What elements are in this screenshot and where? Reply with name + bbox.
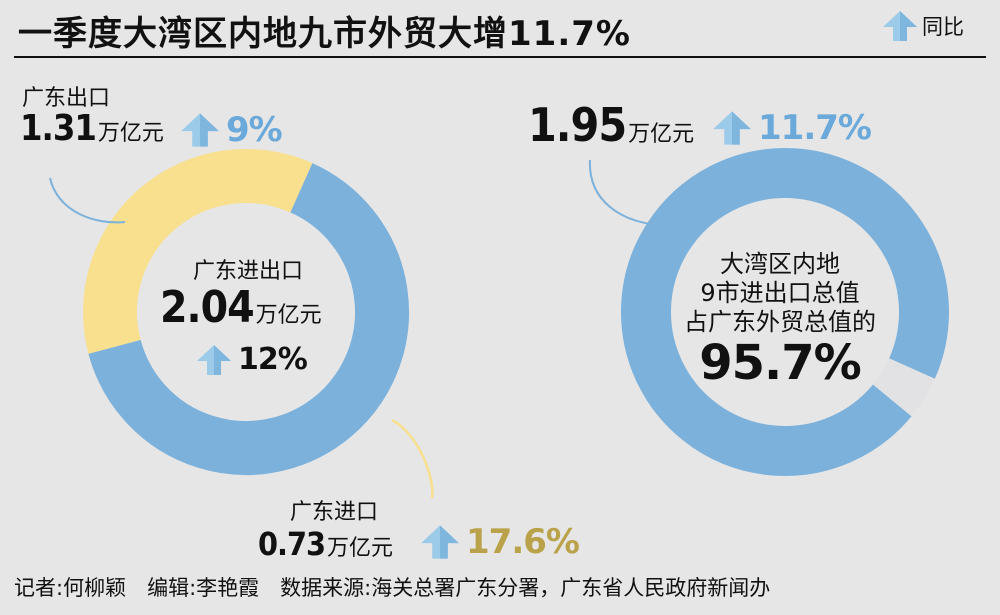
export-growth: 9% [180,110,283,150]
export-unit: 万亿元 [97,121,164,146]
total-amount: 1.95 [528,98,627,152]
legend: 同比 [882,10,964,42]
footer-credits: 记者:何柳颖 编辑:李艳霞 数据来源:海关总署广东分署，广东省人民政府新闻办 [14,576,771,600]
right-center-text: 大湾区内地 9市进出口总值 占广东外贸总值的 95.7% [650,250,910,389]
right-center-line3: 占广东外贸总值的 [684,308,876,336]
export-amount: 1.31 [20,108,97,149]
legend-label: 同比 [922,15,964,39]
total-amount-row: 1.95 万亿元 [528,98,694,152]
import-amount: 0.73 [258,525,326,563]
import-slice [83,149,313,354]
right-donut-chart [621,148,949,476]
export-leader-line [49,177,126,224]
up-arrow-icon [421,525,459,559]
total-leader-line [588,159,661,226]
import-unit: 万亿元 [327,536,394,561]
left-donut-chart [83,149,409,475]
import-growth-value: 17.6% [466,522,580,562]
up-arrow-icon [883,11,917,41]
right-center-line1: 大湾区内地 [720,250,840,278]
up-arrow-icon [713,111,751,145]
left-center-amount: 2.04 [160,282,255,333]
left-center-growth: 12% [196,342,308,377]
other-share-slice [872,357,935,417]
right-center-line2: 9市进出口总值 [700,279,860,307]
export-slice [88,163,409,475]
import-label: 广东进口 [290,500,379,525]
left-center-growth-value: 12% [238,342,308,377]
page-title: 一季度大湾区内地九市外贸大增11.7% [18,14,631,54]
right-center-share: 95.7% [699,335,862,391]
left-center-label: 广东进出口 [192,259,303,284]
import-growth: 17.6% [420,522,580,562]
export-amount-row: 1.31 万亿元 [20,108,164,149]
up-arrow-icon [181,113,219,147]
import-leader-line [391,418,434,499]
left-center-unit: 万亿元 [255,303,322,328]
export-label: 广东出口 [22,86,111,111]
export-growth-value: 9% [226,110,283,150]
total-growth-value: 11.7% [758,108,872,148]
up-arrow-icon [197,344,231,375]
total-unit: 万亿元 [628,122,695,147]
gba-share-slice [621,148,949,476]
left-center-amount-row: 2.04 万亿元 [160,282,322,333]
import-amount-row: 0.73 万亿元 [258,525,393,563]
title-divider [14,56,986,58]
total-growth: 11.7% [712,108,872,148]
